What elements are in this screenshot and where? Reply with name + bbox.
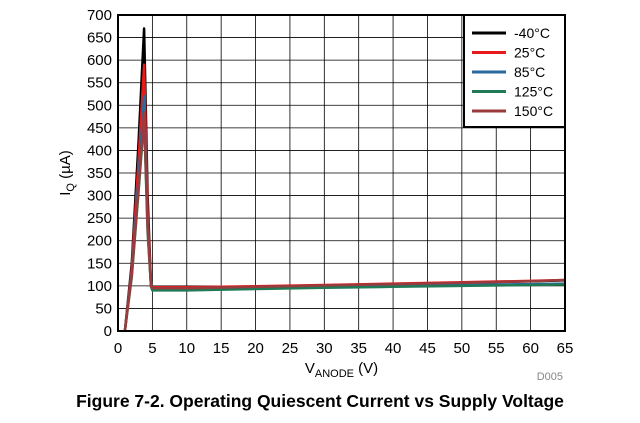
figure-code: D005 bbox=[537, 371, 563, 383]
x-tick-label: 45 bbox=[419, 340, 436, 357]
y-tick-label: 200 bbox=[87, 233, 112, 250]
x-tick-label: 60 bbox=[522, 340, 539, 357]
x-axis-title: VANODE (V) bbox=[305, 360, 378, 380]
x-tick-label: 40 bbox=[385, 340, 402, 357]
y-axis-title-sub: Q bbox=[65, 183, 77, 192]
x-tick-label: 50 bbox=[454, 340, 471, 357]
y-axis-title: IQ (µA) bbox=[57, 150, 77, 196]
legend-label: 150°C bbox=[514, 103, 553, 119]
x-axis-title-sub: ANODE bbox=[315, 368, 354, 380]
series-lines bbox=[123, 27, 566, 332]
x-tick-label: 65 bbox=[557, 340, 574, 357]
y-tick-label: 0 bbox=[104, 323, 112, 340]
x-tick-label: 55 bbox=[488, 340, 505, 357]
legend-label: 125°C bbox=[514, 84, 553, 100]
legend-label: 85°C bbox=[514, 64, 545, 80]
y-tick-label: 300 bbox=[87, 188, 112, 205]
x-tick-label: 25 bbox=[282, 340, 299, 357]
x-tick-label: 20 bbox=[247, 340, 264, 357]
chart: 0501001502002503003504004505005506006507… bbox=[57, 7, 574, 383]
y-tick-label: 550 bbox=[87, 75, 112, 92]
x-axis-title-main: V bbox=[305, 360, 315, 377]
y-axis-title-main: I bbox=[57, 192, 74, 196]
y-axis-title-unit: (µA) bbox=[57, 150, 74, 183]
x-tick-labels: 0 5 10 15 20 25 30 35 40 45 50 55 60 65 bbox=[114, 340, 574, 357]
y-tick-label: 700 bbox=[87, 7, 112, 24]
x-tick-label: 10 bbox=[178, 340, 195, 357]
y-tick-label: 150 bbox=[87, 255, 112, 272]
legend: -40°C 25°C 85°C 125°C 150°C bbox=[463, 14, 566, 128]
x-axis-title-unit: (V) bbox=[354, 360, 378, 377]
y-tick-label: 500 bbox=[87, 97, 112, 114]
x-tick-label: 0 bbox=[114, 340, 122, 357]
y-tick-label: 100 bbox=[87, 278, 112, 295]
y-tick-label: 600 bbox=[87, 52, 112, 69]
x-tick-label: 5 bbox=[148, 340, 156, 357]
plot-frame bbox=[117, 14, 566, 332]
y-tick-label: 650 bbox=[87, 30, 112, 47]
x-tick-label: 35 bbox=[350, 340, 367, 357]
y-tick-label: 450 bbox=[87, 120, 112, 137]
y-tick-label: 50 bbox=[95, 300, 112, 317]
legend-label: 25°C bbox=[514, 45, 545, 61]
figure-caption: Figure 7-2. Operating Quiescent Current … bbox=[76, 391, 564, 411]
x-tick-label: 30 bbox=[316, 340, 333, 357]
x-tick-label: 15 bbox=[213, 340, 230, 357]
y-tick-label: 400 bbox=[87, 142, 112, 159]
series-line-4 bbox=[123, 110, 566, 332]
series-line-2 bbox=[123, 95, 566, 332]
legend-label: -40°C bbox=[514, 25, 550, 41]
y-tick-label: 250 bbox=[87, 210, 112, 227]
y-tick-labels: 0 50 100 150 200 250 300 350 400 450 500 550 600 650 7… bbox=[87, 7, 112, 340]
y-tick-label: 350 bbox=[87, 165, 112, 182]
